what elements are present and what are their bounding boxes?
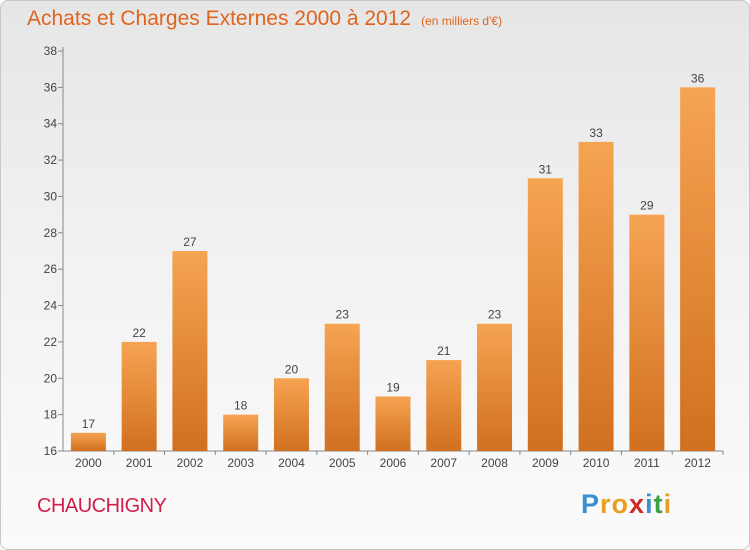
y-tick-label: 16: [44, 444, 58, 458]
data-label: 19: [386, 380, 400, 394]
x-tick-label: 2003: [227, 456, 254, 470]
bar: [70, 432, 106, 451]
bar: [375, 396, 411, 451]
y-tick-label: 38: [44, 44, 58, 58]
data-label: 17: [82, 417, 96, 431]
chart-title-block: Achats et Charges Externes 2000 à 2012 (e…: [27, 7, 502, 31]
bar: [629, 214, 665, 451]
x-tick-label: 2011: [634, 456, 660, 470]
y-tick-label: 24: [44, 299, 58, 313]
logo-letter: t: [653, 489, 664, 519]
commune-name: CHAUCHIGNY: [37, 495, 167, 517]
x-tick-label: 2007: [430, 456, 457, 470]
y-tick-label: 20: [44, 371, 58, 385]
bars: 17 22 27 18 20 23 19 21 23 31 33 29 36: [70, 71, 716, 452]
logo-letter: P: [581, 489, 601, 519]
bar: [121, 341, 157, 451]
chart-title: Achats et Charges Externes 2000 à 2012: [27, 7, 412, 30]
x-tick-label: 2012: [684, 456, 711, 470]
x-tick-label: 2008: [481, 456, 508, 470]
bar: [324, 323, 360, 451]
x-tick-label: 2010: [583, 456, 610, 470]
bar: [477, 323, 513, 451]
y-tick-label: 28: [44, 226, 58, 240]
chart-unit-note: (en milliers d'€): [421, 14, 503, 28]
bar: [578, 141, 614, 451]
y-tick-label: 22: [44, 335, 58, 349]
logo-letter: i: [645, 489, 654, 519]
data-label: 22: [132, 326, 146, 340]
x-tick-label: 2009: [532, 456, 559, 470]
logo-letter: r: [600, 489, 612, 519]
bar: [223, 414, 259, 451]
x-tick-label: 2001: [126, 456, 153, 470]
data-label: 18: [234, 399, 248, 413]
bar: [273, 378, 309, 451]
bar: [527, 178, 563, 452]
bar: [680, 87, 716, 451]
x-tick-label: 2000: [75, 456, 102, 470]
data-label: 27: [183, 235, 197, 249]
x-tick-label: 2004: [278, 456, 305, 470]
logo-letter: i: [663, 489, 673, 519]
x-tick-label: 2002: [177, 456, 204, 470]
y-tick-label: 36: [44, 80, 58, 94]
logo-letter: x: [629, 489, 646, 519]
data-label: 33: [589, 126, 603, 140]
data-label: 23: [488, 308, 502, 322]
data-label: 21: [437, 344, 451, 358]
y-tick-label: 30: [44, 189, 58, 203]
data-label: 31: [539, 162, 553, 176]
bar: [426, 360, 462, 451]
data-label: 29: [640, 199, 654, 213]
y-tick-label: 34: [44, 117, 58, 131]
y-tick-label: 32: [44, 153, 58, 167]
proxiti-logo: Proxiti: [581, 489, 672, 520]
data-label: 20: [285, 362, 299, 376]
x-tick-label: 2005: [329, 456, 356, 470]
data-label: 23: [336, 308, 350, 322]
y-tick-label: 26: [44, 262, 58, 276]
y-tick-label: 18: [44, 408, 58, 422]
bar: [172, 251, 208, 451]
x-tick-label: 2006: [380, 456, 407, 470]
logo-letter: o: [611, 489, 630, 519]
data-label: 36: [691, 71, 705, 85]
